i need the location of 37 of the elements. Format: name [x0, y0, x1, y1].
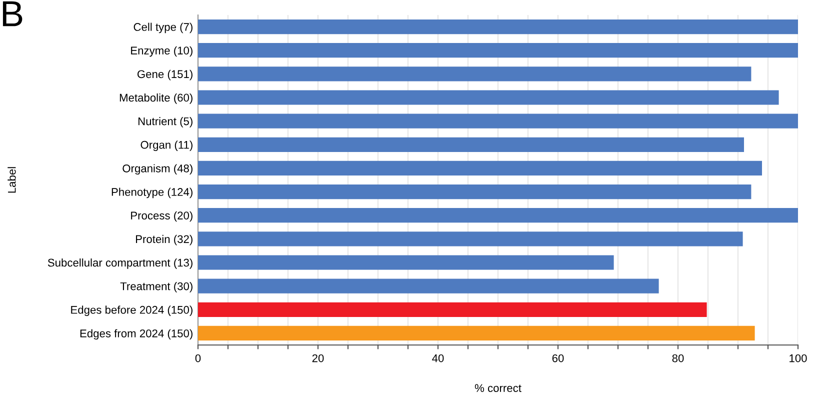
y-tick-label: Edges before 2024 (150) — [71, 306, 192, 316]
y-tick-label: Process (20) — [131, 211, 192, 222]
bar — [198, 114, 798, 128]
y-tick-label: Gene (151) — [137, 70, 192, 80]
bar — [198, 208, 798, 223]
bar — [198, 326, 755, 341]
bar — [198, 278, 659, 294]
bar — [198, 302, 707, 317]
y-tick-label: Protein (32) — [136, 234, 192, 246]
y-tick-label: Enzyme (10) — [131, 46, 192, 57]
text: B — [2, 1, 22, 26]
y-tick-label: Subcellular compartment (13) — [48, 258, 192, 269]
x-axis-title: % correct — [474, 384, 522, 392]
y-tick-label: Nutrient (5) — [138, 117, 192, 128]
y-tick-label: Treatment (30) — [120, 282, 192, 292]
bar — [198, 232, 743, 246]
bar — [198, 90, 779, 105]
x-tick-label: 100 — [790, 354, 807, 362]
bar — [198, 19, 798, 34]
bar — [198, 184, 752, 200]
y-tick-label: Cell type (7) — [134, 22, 192, 34]
y-tick-label: Organism (48) — [122, 164, 192, 175]
y-tick-label: Metabolite (60) — [120, 93, 192, 104]
bar — [198, 255, 614, 270]
y-tick-label: Edges from 2024 (150) — [80, 329, 192, 340]
x-tick-label: 40 — [432, 354, 444, 362]
y-axis-title: Label — [8, 167, 16, 193]
x-tick-label: 60 — [552, 354, 564, 362]
x-tick-label: 80 — [672, 354, 684, 362]
x-tick-label: 20 — [312, 354, 324, 362]
bar — [198, 137, 744, 152]
y-tick-label: Phenotype (124) — [112, 188, 192, 198]
bar — [198, 66, 752, 82]
bar — [198, 43, 798, 58]
y-tick-label: Organ (11) — [140, 140, 192, 151]
bar — [198, 160, 762, 176]
x-tick-label: 0 — [195, 354, 201, 362]
